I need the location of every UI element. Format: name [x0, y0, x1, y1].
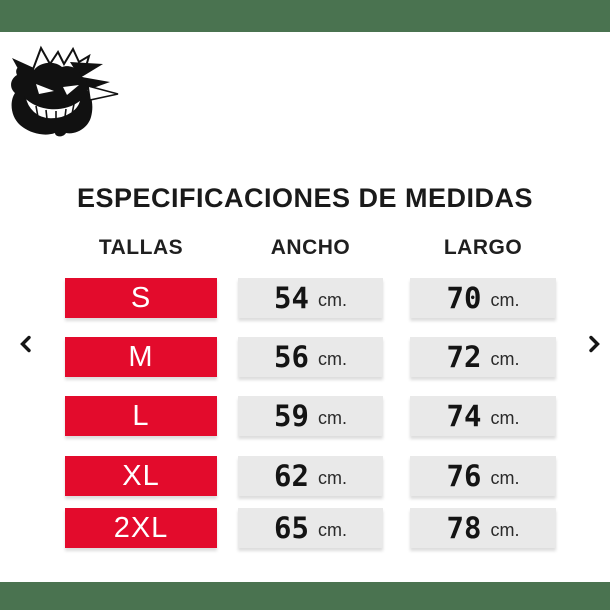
chevron-left-icon	[20, 335, 31, 353]
width-value: 62	[274, 459, 309, 493]
length-unit: cm.	[490, 289, 520, 310]
width-value: 56	[274, 340, 309, 374]
size-label-box: M	[65, 337, 217, 377]
size-label: S	[130, 282, 152, 314]
length-value: 74	[446, 399, 482, 433]
column-header-length: LARGO	[443, 236, 523, 259]
column-header-width: ANCHO	[270, 236, 351, 259]
length-value-box: 72 cm.	[410, 337, 556, 377]
length-value: 78	[446, 511, 482, 545]
length-value-box: 74 cm.	[410, 396, 556, 436]
length-value: 76	[446, 459, 482, 493]
size-label-box: 2XL	[65, 508, 217, 548]
size-label: 2XL	[113, 512, 169, 544]
length-value: 72	[446, 340, 482, 374]
width-unit: cm.	[317, 519, 347, 540]
table-row: 2XL 65 cm. 78 cm.	[0, 508, 610, 548]
size-label: XL	[122, 460, 160, 492]
length-value: 70	[446, 281, 482, 315]
width-value-box: 59 cm.	[238, 396, 383, 436]
width-value: 54	[274, 281, 309, 315]
width-value: 59	[274, 399, 309, 433]
width-value-box: 65 cm.	[238, 508, 383, 548]
chevron-right-icon	[589, 335, 600, 353]
width-value-box: 54 cm.	[238, 278, 383, 318]
width-unit: cm.	[317, 348, 347, 369]
table-row: M 56 cm. 72 cm.	[0, 337, 610, 377]
table-row: S 54 cm. 70 cm.	[0, 278, 610, 318]
length-value-box: 70 cm.	[410, 278, 556, 318]
table-row: L 59 cm. 74 cm.	[0, 396, 610, 436]
column-header-sizes: TALLAS	[98, 236, 184, 259]
width-unit: cm.	[317, 289, 347, 310]
width-value-box: 56 cm.	[238, 337, 383, 377]
table-row: XL 62 cm. 76 cm.	[0, 456, 610, 496]
size-label-box: L	[65, 396, 217, 436]
length-unit: cm.	[490, 519, 520, 540]
length-unit: cm.	[490, 348, 520, 369]
length-unit: cm.	[490, 467, 520, 488]
width-unit: cm.	[317, 407, 347, 428]
bottom-green-bar	[0, 582, 610, 610]
size-label: L	[132, 400, 150, 432]
length-unit: cm.	[490, 407, 520, 428]
length-value-box: 78 cm.	[410, 508, 556, 548]
size-label-box: S	[65, 278, 217, 318]
width-value: 65	[274, 511, 309, 545]
size-label-box: XL	[65, 456, 217, 496]
carousel-next-button[interactable]	[584, 332, 604, 356]
width-unit: cm.	[317, 467, 347, 488]
carousel-prev-button[interactable]	[16, 332, 36, 356]
width-value-box: 62 cm.	[238, 456, 383, 496]
gengar-logo-icon	[11, 45, 119, 137]
page-title: ESPECIFICACIONES DE MEDIDAS	[76, 183, 534, 213]
length-value-box: 76 cm.	[410, 456, 556, 496]
table-header-row: TALLAS ANCHO LARGO	[0, 236, 610, 260]
top-green-bar	[0, 0, 610, 32]
size-label: M	[128, 341, 154, 373]
